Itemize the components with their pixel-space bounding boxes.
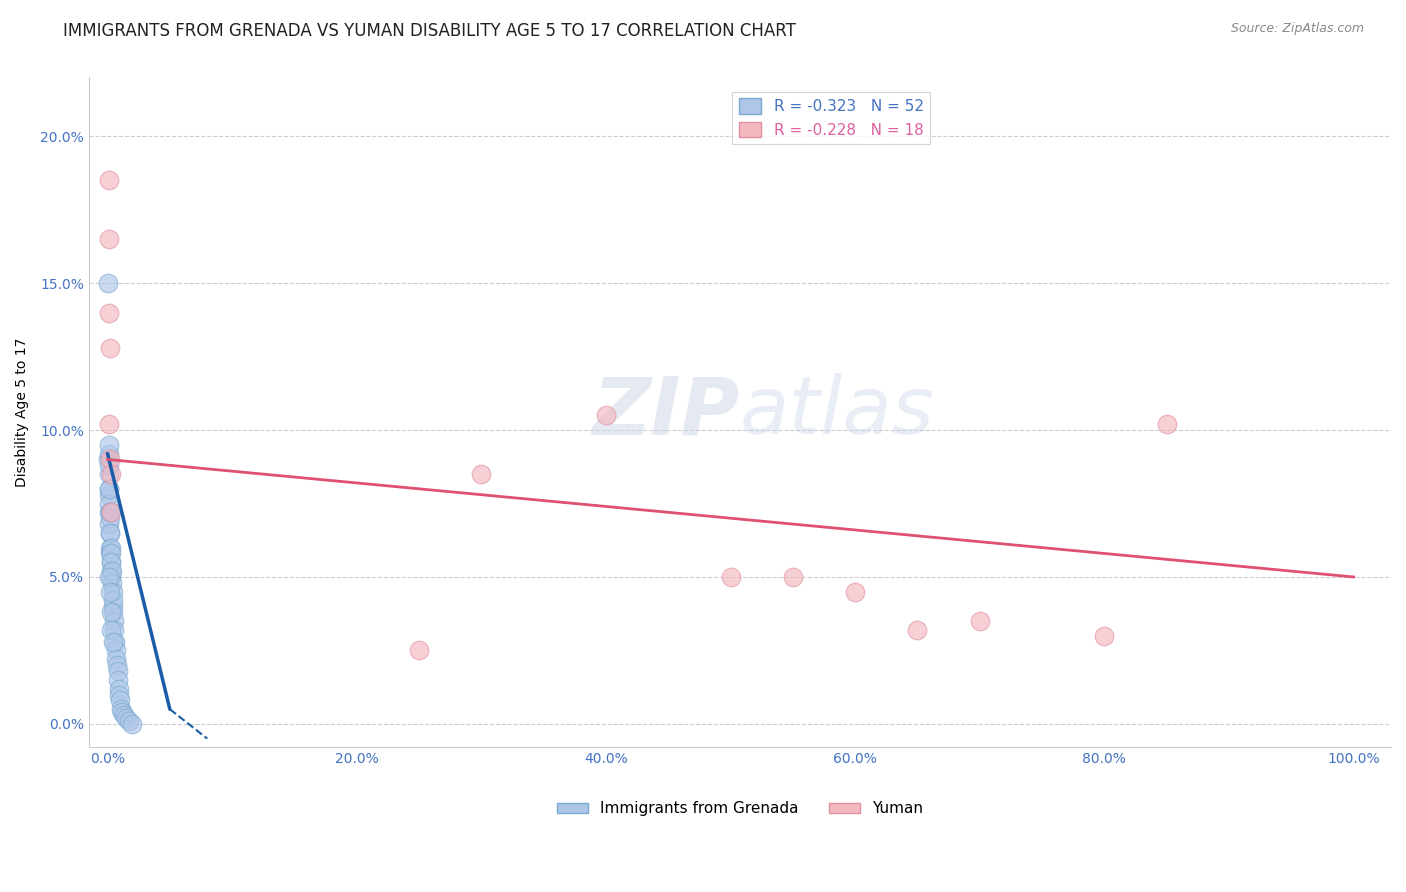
- Text: atlas: atlas: [740, 374, 935, 451]
- Point: [104, 634, 127, 648]
- Text: Source: ZipAtlas.com: Source: ZipAtlas.com: [1230, 22, 1364, 36]
- Point: [98, 525, 121, 540]
- Point: [100, 555, 122, 569]
- Point: [97, 446, 120, 460]
- Point: [1092, 629, 1115, 643]
- Point: [98, 525, 121, 540]
- Point: [108, 688, 131, 702]
- Point: [101, 584, 124, 599]
- Point: [98, 438, 121, 452]
- Point: [98, 584, 121, 599]
- Point: [98, 570, 121, 584]
- Point: [105, 652, 128, 666]
- Y-axis label: Disability Age 5 to 17: Disability Age 5 to 17: [15, 338, 30, 487]
- Point: [104, 643, 127, 657]
- Point: [100, 505, 122, 519]
- Point: [98, 505, 121, 519]
- Point: [97, 482, 120, 496]
- Point: [100, 555, 122, 569]
- Point: [98, 452, 121, 467]
- Point: [121, 717, 143, 731]
- Point: [107, 681, 129, 696]
- Point: [408, 643, 430, 657]
- Legend: Immigrants from Grenada, Yuman: Immigrants from Grenada, Yuman: [551, 796, 929, 822]
- Point: [97, 458, 120, 473]
- Text: IMMIGRANTS FROM GRENADA VS YUMAN DISABILITY AGE 5 TO 17 CORRELATION CHART: IMMIGRANTS FROM GRENADA VS YUMAN DISABIL…: [63, 22, 796, 40]
- Point: [101, 634, 124, 648]
- Point: [98, 505, 121, 519]
- Point: [595, 409, 617, 423]
- Point: [720, 570, 742, 584]
- Point: [98, 341, 121, 355]
- Point: [98, 511, 121, 525]
- Point: [105, 658, 128, 673]
- Point: [782, 570, 804, 584]
- Point: [97, 232, 120, 246]
- Point: [100, 546, 122, 560]
- Point: [969, 614, 991, 628]
- Point: [118, 714, 141, 728]
- Point: [97, 452, 120, 467]
- Point: [110, 702, 132, 716]
- Point: [103, 623, 125, 637]
- Point: [103, 614, 125, 628]
- Point: [108, 693, 131, 707]
- Point: [100, 623, 122, 637]
- Point: [101, 599, 124, 614]
- Point: [97, 276, 120, 290]
- Point: [98, 482, 121, 496]
- Point: [101, 564, 124, 578]
- Point: [98, 517, 121, 532]
- Point: [907, 623, 929, 637]
- Point: [1156, 417, 1178, 432]
- Point: [100, 541, 122, 555]
- Point: [100, 570, 122, 584]
- Point: [97, 467, 120, 482]
- Point: [100, 605, 122, 619]
- Point: [97, 173, 120, 187]
- Point: [98, 496, 121, 510]
- Point: [98, 305, 121, 319]
- Point: [107, 673, 129, 687]
- Point: [98, 546, 121, 560]
- Point: [107, 664, 129, 678]
- Point: [98, 417, 121, 432]
- Point: [101, 575, 124, 590]
- Point: [100, 564, 122, 578]
- Point: [115, 711, 138, 725]
- Point: [101, 605, 124, 619]
- Point: [100, 467, 122, 482]
- Point: [112, 708, 135, 723]
- Point: [111, 705, 134, 719]
- Point: [470, 467, 492, 482]
- Point: [844, 584, 866, 599]
- Point: [101, 593, 124, 607]
- Text: ZIP: ZIP: [592, 374, 740, 451]
- Point: [98, 541, 121, 555]
- Point: [97, 488, 120, 502]
